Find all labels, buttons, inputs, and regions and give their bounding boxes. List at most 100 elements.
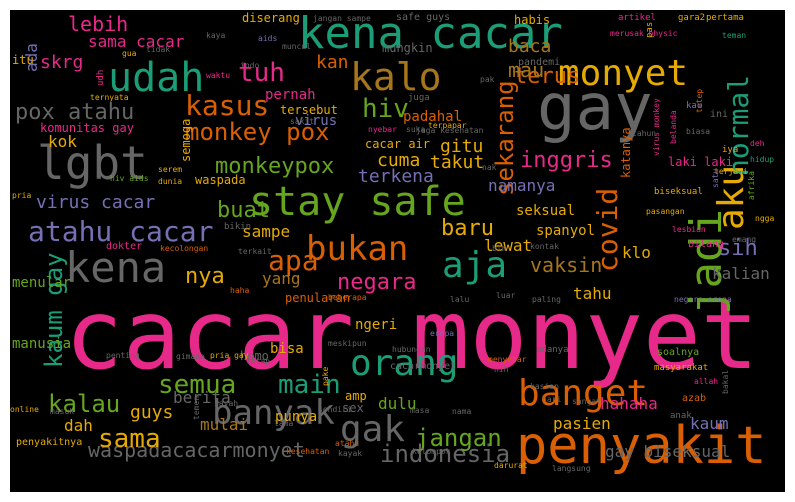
word-artikel: artikel xyxy=(618,13,656,23)
word-pertama: pertama xyxy=(706,13,744,23)
word-cloud: cacar monyet penyakit gay kena cacar lgb… xyxy=(10,10,785,492)
word-dokter: dokter xyxy=(106,241,143,252)
word-jangan: jangan xyxy=(415,424,502,452)
word-tersebut: tersebut xyxy=(280,103,338,117)
word-cacar-air: cacar air xyxy=(365,137,431,151)
word-berita: berita xyxy=(173,388,231,407)
word-pernah: pernah xyxy=(265,87,316,103)
word-bisa: bisa xyxy=(270,341,304,357)
word-paling: paling xyxy=(532,295,561,304)
word-sakit: sakit xyxy=(290,117,315,126)
word-pak: pak xyxy=(480,75,495,84)
word-gak: gak xyxy=(340,409,406,450)
word-orang: orang xyxy=(350,343,459,384)
word-kelompok: kelompok xyxy=(412,447,451,456)
word-menyebar: menyebar xyxy=(488,355,527,364)
word-teman: teman xyxy=(722,31,747,40)
word-hari: hari xyxy=(542,395,562,404)
word-ini: ini xyxy=(710,109,729,120)
word-apa: apa xyxy=(268,244,319,277)
word-online: online xyxy=(10,405,39,414)
word-udh: udh xyxy=(96,69,106,86)
word-pasangan: pasangan xyxy=(646,207,685,216)
word-afrika: afrika xyxy=(747,171,756,200)
word-jangan-sampe: jangan sampe xyxy=(313,14,371,23)
word-anak: anak xyxy=(670,411,692,421)
word-buat: buat xyxy=(217,198,270,223)
word-klo: klo xyxy=(622,243,651,262)
word-skrg: skrg xyxy=(40,52,84,73)
word-guys: guys xyxy=(130,402,174,423)
word-masyarakat: masyarakat xyxy=(654,363,709,373)
word-negara-eropa: negara eropa xyxy=(674,295,732,304)
word-monkey-pox: monkey pox xyxy=(185,118,330,146)
word-indonesia: indonesia xyxy=(380,440,511,468)
word-mungkin: mungkin xyxy=(382,41,433,55)
word-inggris: inggris xyxy=(520,148,613,173)
word-komunitas-gay: komunitas gay xyxy=(40,121,134,135)
word-kesehatan: kesehatan xyxy=(286,447,330,456)
word-homo: homo xyxy=(240,349,269,363)
word-sama-cacar: sama cacar xyxy=(88,32,185,51)
word-waspada: waspada xyxy=(195,173,246,187)
word-langsung: langsung xyxy=(552,464,591,473)
word-nyebar: nyebar xyxy=(368,125,397,134)
word-ternyata: ternyata xyxy=(90,93,129,102)
word-penting: penting xyxy=(106,351,140,360)
word-hubungan: hubungan xyxy=(392,345,431,354)
word-sama: sama xyxy=(98,424,161,454)
word-meskipun: meskipun xyxy=(328,339,367,348)
word-main: main xyxy=(278,370,341,400)
word-kaya: kaya xyxy=(206,31,226,40)
word-masuk: masuk xyxy=(50,407,75,416)
word-namanya: namanya xyxy=(488,176,556,195)
word-hiv: hiv xyxy=(362,94,409,124)
word-suka: suka xyxy=(406,125,426,134)
word-virus-cacar: virus cacar xyxy=(36,192,156,213)
word-darurat: darurat xyxy=(494,461,528,470)
word-kontak: kontak xyxy=(530,242,559,251)
word-indo: indo xyxy=(240,61,260,70)
word-baru: baru xyxy=(441,216,494,241)
word-waspadacacarmonyet: waspadacacarmonyet xyxy=(88,438,305,462)
word-nya: nya xyxy=(185,264,225,289)
word-sangat: sangat xyxy=(572,397,601,406)
word-gitu: gitu xyxy=(440,136,484,157)
word-itu: itu xyxy=(12,53,34,67)
word-sex: sex xyxy=(342,401,364,415)
word-spanyol: spanyol xyxy=(536,223,596,239)
word-gay: gay xyxy=(537,71,653,145)
word-cuma: cuma xyxy=(377,150,421,171)
word-gara2: gara2 xyxy=(678,13,706,23)
word-lebih: lebih xyxy=(68,12,129,36)
word-menular: menular xyxy=(12,275,72,291)
word-gua: gua xyxy=(122,49,137,58)
word-baca: baca xyxy=(508,36,552,57)
word-blm: blm xyxy=(492,244,507,253)
word-tahu: tahu xyxy=(573,284,612,303)
word-dulu: dulu xyxy=(378,394,417,413)
word-sampe: sampe xyxy=(242,222,291,241)
word-banget: banget xyxy=(518,373,649,414)
word-takut: takut xyxy=(430,152,485,173)
word-azab: azab xyxy=(682,393,707,404)
word-nama: nama xyxy=(452,407,472,416)
word-mau: mau xyxy=(508,58,545,82)
word-semoga: semoga xyxy=(179,118,193,162)
word-kecolongan: kecolongan xyxy=(160,244,209,253)
word-kau: kau xyxy=(686,101,703,111)
word-soalnya: soalnya xyxy=(657,347,700,358)
word-allah: allah xyxy=(694,377,719,386)
word-monyet: monyet xyxy=(558,53,689,94)
word-penyakitnya: penyakitnya xyxy=(16,437,83,448)
word-virus-monkey: virus monkey xyxy=(652,98,661,156)
word-tahun: tahun xyxy=(632,129,657,138)
word-masa: masa xyxy=(410,406,430,415)
word-ngga: ngga xyxy=(755,214,775,223)
word-biasa: biasa xyxy=(686,127,711,136)
word-lewat: lewat xyxy=(484,236,533,255)
word-pria-gay: pria gay xyxy=(210,351,249,360)
word-udah: udah xyxy=(108,55,205,101)
word-atahu-cacar: atahu cacar xyxy=(28,215,214,248)
word-lgbt: lgbt xyxy=(37,136,148,190)
